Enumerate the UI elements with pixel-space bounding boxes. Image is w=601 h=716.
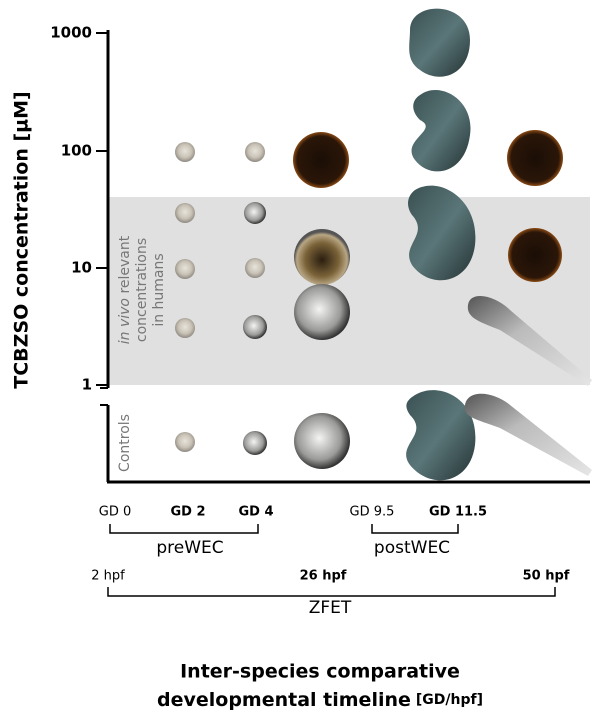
x-axis-title: Inter-species comparative [180,661,460,683]
controls-label: Controls [117,414,133,472]
zf-26hpf [293,132,349,188]
group-label: preWEC [156,538,223,558]
zf-26hpf [294,229,350,285]
timepoint: GD 11.5 [429,505,487,520]
rat-embryo [406,390,475,480]
y-tick-label: 10 [71,259,92,277]
embryo-gd2 [175,203,195,223]
y-ticks: 1000 100 10 1 [50,24,108,394]
embryo-gd4 [245,258,265,278]
band-label: in humans [151,253,167,326]
zf-26hpf [294,284,350,340]
timepoint: 50 hpf [523,569,570,584]
timelines: GD 0 GD 2 GD 4 preWEC GD 9.5 GD 11.5 pos… [91,505,569,619]
x-axis-title-unit: [GD/hpf] [416,692,483,708]
timepoint: GD 2 [170,505,205,520]
embryo-gd2 [175,318,195,338]
group-label: ZFET [309,598,352,618]
x-axis-title: developmental timeline [GD/hpf] [157,689,483,711]
embryo-gd4 [243,315,267,339]
timepoint: GD 4 [238,505,273,520]
bracket [110,524,258,533]
embryo-gd4 [243,431,267,455]
zf-larva [465,394,592,476]
group-label: postWEC [374,538,450,558]
zf-26hpf [294,413,350,469]
timepoint: 26 hpf [300,569,347,584]
bracket [108,587,555,596]
embryo-gd2 [175,432,195,452]
zf-50hpf [507,130,563,186]
rat-embryo [412,90,471,171]
band-label: concentrations [134,238,150,342]
band-label-rest: relevant [117,235,133,298]
embryo-gd2 [175,259,195,279]
bracket [372,524,458,533]
zf-50hpf [508,228,562,282]
x-axis-title-main: developmental timeline [157,689,411,711]
band-label: in vivo relevant [117,235,133,344]
y-tick-label: 1 [82,376,92,394]
figure: 1000 100 10 1 TCBZSO concentration [µM] … [0,0,601,716]
y-tick-label: 100 [61,142,92,160]
embryo-gd4 [245,142,265,162]
relevance-band [108,197,590,385]
timepoint: GD 0 [99,505,132,520]
embryo-gd4 [244,202,266,224]
timepoint: GD 9.5 [350,505,395,520]
y-axis-title: TCBZSO concentration [µM] [11,91,33,388]
timepoint: 2 hpf [91,569,125,584]
rat-embryo [409,9,470,77]
embryo-gd2 [175,142,195,162]
band-label-italic: in vivo [117,298,133,344]
y-tick-label: 1000 [50,24,92,42]
